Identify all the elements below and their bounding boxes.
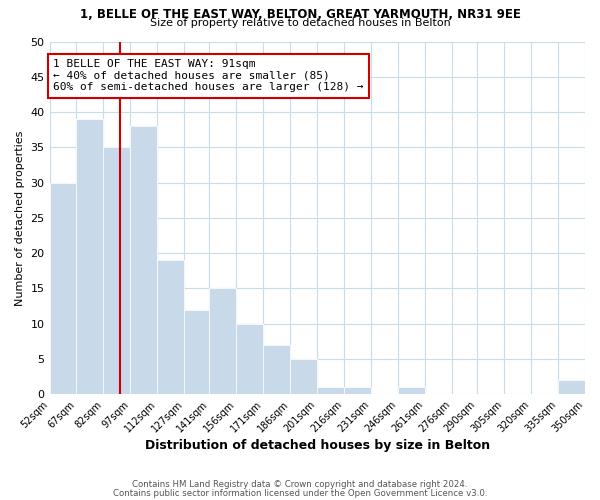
Bar bbox=[263, 345, 290, 394]
Bar bbox=[558, 380, 585, 394]
Bar bbox=[263, 345, 290, 394]
Bar bbox=[236, 324, 263, 394]
X-axis label: Distribution of detached houses by size in Belton: Distribution of detached houses by size … bbox=[145, 440, 490, 452]
Bar bbox=[209, 288, 236, 394]
Bar bbox=[317, 387, 344, 394]
Text: Size of property relative to detached houses in Belton: Size of property relative to detached ho… bbox=[149, 18, 451, 28]
Bar bbox=[344, 387, 371, 394]
Bar bbox=[184, 310, 209, 394]
Bar bbox=[50, 182, 76, 394]
Bar bbox=[184, 310, 209, 394]
Bar bbox=[398, 387, 425, 394]
Bar bbox=[398, 387, 425, 394]
Bar bbox=[157, 260, 184, 394]
Bar bbox=[209, 288, 236, 394]
Text: Contains HM Land Registry data © Crown copyright and database right 2024.: Contains HM Land Registry data © Crown c… bbox=[132, 480, 468, 489]
Bar bbox=[558, 380, 585, 394]
Text: 1 BELLE OF THE EAST WAY: 91sqm
← 40% of detached houses are smaller (85)
60% of : 1 BELLE OF THE EAST WAY: 91sqm ← 40% of … bbox=[53, 59, 364, 92]
Bar bbox=[317, 387, 344, 394]
Bar bbox=[290, 359, 317, 394]
Bar bbox=[290, 359, 317, 394]
Bar bbox=[76, 119, 103, 394]
Bar bbox=[157, 260, 184, 394]
Bar bbox=[76, 119, 103, 394]
Text: 1, BELLE OF THE EAST WAY, BELTON, GREAT YARMOUTH, NR31 9EE: 1, BELLE OF THE EAST WAY, BELTON, GREAT … bbox=[80, 8, 520, 20]
Bar bbox=[50, 182, 76, 394]
Bar bbox=[344, 387, 371, 394]
Bar bbox=[103, 148, 130, 394]
Bar bbox=[130, 126, 157, 394]
Bar bbox=[103, 148, 130, 394]
Bar bbox=[130, 126, 157, 394]
Bar bbox=[236, 324, 263, 394]
Y-axis label: Number of detached properties: Number of detached properties bbox=[15, 130, 25, 306]
Text: Contains public sector information licensed under the Open Government Licence v3: Contains public sector information licen… bbox=[113, 488, 487, 498]
